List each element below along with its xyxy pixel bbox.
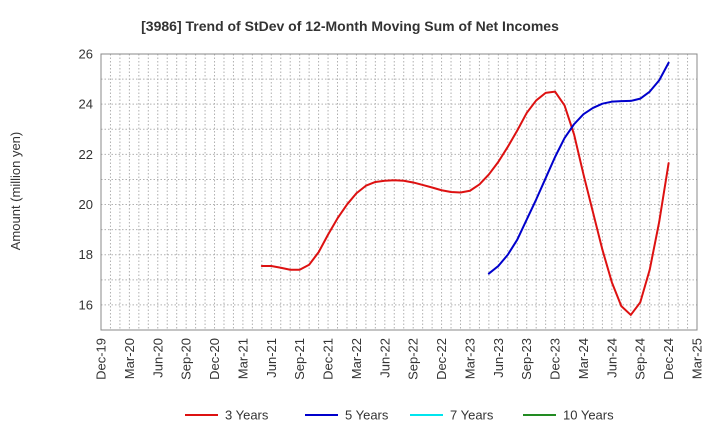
x-axis-ticks: Dec-19 Mar-20 Jun-20 Sep-20 Dec-20 Mar-21 Jun-…: [94, 338, 705, 380]
y-tick-label: 16: [79, 297, 93, 312]
series-lines: [260, 61, 670, 316]
x-tick-label: Dec-22: [434, 338, 449, 380]
grid-lines: [101, 54, 697, 330]
series-line-3-years: [260, 90, 670, 316]
plot-area-frame: [100, 53, 698, 331]
legend: 3 Years 5 Years 7 Years 10 Years: [185, 408, 614, 423]
x-tick-label: Dec-24: [661, 338, 676, 380]
x-tick-label: Jun-23: [491, 338, 506, 378]
legend-label: 5 Years: [345, 408, 389, 423]
y-tick-label: 20: [79, 197, 93, 212]
x-tick-label: Jun-20: [150, 338, 165, 378]
y-axis-ticks: 16 18 20 22 24 26: [79, 47, 93, 313]
legend-label: 10 Years: [563, 408, 614, 423]
x-tick-label: Jun-21: [264, 338, 279, 378]
x-tick-label: Mar-23: [462, 338, 477, 379]
legend-label: 7 Years: [450, 408, 494, 423]
x-tick-label: Jun-22: [377, 338, 392, 378]
x-tick-label: Mar-25: [690, 338, 705, 379]
x-tick-label: Sep-23: [519, 338, 534, 380]
x-tick-label: Dec-19: [94, 338, 109, 380]
chart-title: [3986] Trend of StDev of 12-Month Moving…: [141, 18, 559, 34]
x-tick-label: Sep-21: [292, 338, 307, 380]
x-tick-label: Mar-20: [122, 338, 137, 379]
y-tick-label: 22: [79, 147, 93, 162]
x-tick-label: Sep-22: [406, 338, 421, 380]
y-axis-label: Amount (million yen): [8, 132, 23, 251]
y-tick-label: 24: [79, 97, 93, 112]
x-tick-label: Mar-22: [349, 338, 364, 379]
y-tick-label: 18: [79, 247, 93, 262]
x-tick-label: Jun-24: [604, 338, 619, 378]
x-tick-label: Dec-23: [548, 338, 563, 380]
x-tick-label: Sep-20: [179, 338, 194, 380]
series-line-5-years: [487, 61, 670, 275]
x-tick-label: Mar-24: [576, 338, 591, 379]
x-tick-label: Mar-21: [235, 338, 250, 379]
x-tick-label: Sep-24: [633, 338, 648, 380]
y-tick-label: 26: [79, 47, 93, 62]
x-tick-label: Dec-21: [321, 338, 336, 380]
legend-label: 3 Years: [225, 408, 269, 423]
x-tick-label: Dec-20: [207, 338, 222, 380]
